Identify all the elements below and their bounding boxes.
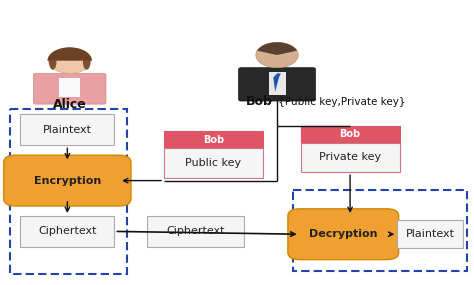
FancyBboxPatch shape: [20, 216, 115, 247]
Text: Ciphertext: Ciphertext: [166, 226, 225, 236]
Text: Ciphertext: Ciphertext: [38, 226, 97, 236]
Text: Bob: Bob: [246, 95, 273, 108]
FancyBboxPatch shape: [4, 155, 131, 206]
FancyBboxPatch shape: [238, 68, 316, 101]
Wedge shape: [257, 42, 297, 55]
FancyBboxPatch shape: [301, 126, 400, 142]
FancyBboxPatch shape: [301, 142, 400, 172]
Ellipse shape: [83, 54, 91, 70]
FancyBboxPatch shape: [59, 78, 80, 97]
FancyBboxPatch shape: [20, 114, 115, 145]
Text: Bob: Bob: [203, 135, 224, 145]
Text: Private key: Private key: [319, 152, 381, 162]
Text: Plaintext: Plaintext: [406, 229, 455, 239]
Circle shape: [48, 48, 91, 73]
Text: Plaintext: Plaintext: [43, 125, 92, 135]
Text: Encryption: Encryption: [34, 176, 101, 186]
FancyBboxPatch shape: [164, 148, 263, 178]
FancyBboxPatch shape: [288, 209, 399, 260]
Polygon shape: [273, 73, 281, 92]
FancyBboxPatch shape: [147, 216, 244, 247]
Wedge shape: [47, 47, 92, 61]
FancyBboxPatch shape: [164, 131, 263, 148]
FancyBboxPatch shape: [34, 73, 106, 104]
FancyBboxPatch shape: [397, 220, 463, 248]
Text: Public key: Public key: [185, 158, 241, 168]
Ellipse shape: [49, 54, 56, 70]
Text: Bob: Bob: [339, 129, 361, 139]
Bar: [292, 190, 467, 271]
Bar: [10, 109, 127, 274]
FancyBboxPatch shape: [269, 72, 285, 95]
Text: Alice: Alice: [53, 98, 87, 111]
Circle shape: [256, 42, 298, 68]
Text: Decryption: Decryption: [309, 229, 377, 239]
Text: {Public key,Private key}: {Public key,Private key}: [275, 97, 405, 107]
